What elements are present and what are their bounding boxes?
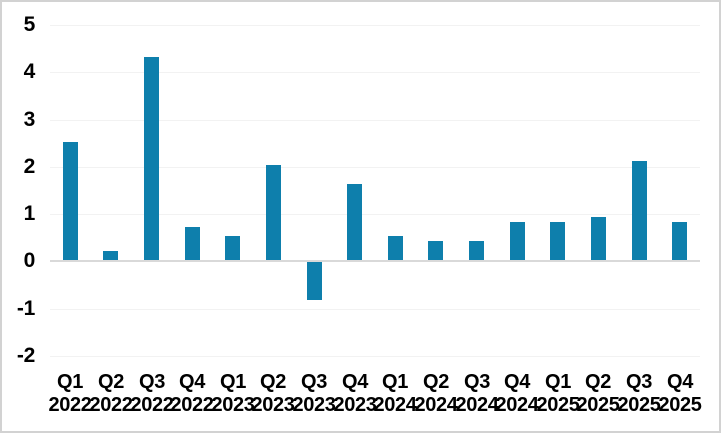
x-tick-label: Q1 2025 bbox=[535, 371, 581, 417]
x-tick-year: 2025 bbox=[536, 394, 580, 416]
x-tick-year: 2025 bbox=[658, 394, 702, 416]
x-tick-year: 2025 bbox=[576, 394, 620, 416]
y-tick-label: 3 bbox=[23, 108, 36, 131]
x-tick-year: 2023 bbox=[251, 394, 295, 416]
bar-q2-2024 bbox=[428, 241, 443, 260]
bar-q3-2025 bbox=[632, 161, 647, 260]
gridline bbox=[50, 72, 700, 73]
x-tick-label: Q2 2023 bbox=[250, 371, 296, 417]
gridline bbox=[50, 309, 700, 310]
x-tick-label: Q1 2024 bbox=[372, 371, 418, 417]
bar-q2-2023 bbox=[266, 165, 281, 260]
bar-q4-2022 bbox=[185, 227, 200, 260]
x-tick-year: 2022 bbox=[48, 394, 92, 416]
gridline bbox=[50, 25, 700, 26]
x-tick-label: Q4 2025 bbox=[657, 371, 703, 417]
x-tick-label: Q3 2022 bbox=[129, 371, 175, 417]
y-tick-label: 0 bbox=[23, 249, 36, 272]
x-tick-year: 2022 bbox=[89, 394, 133, 416]
y-tick-label: 5 bbox=[23, 13, 36, 36]
x-tick-year: 2022 bbox=[170, 394, 214, 416]
x-tick-label: Q2 2022 bbox=[88, 371, 134, 417]
x-tick-year: 2024 bbox=[455, 394, 499, 416]
x-tick-label: Q4 2023 bbox=[332, 371, 378, 417]
x-tick-quarter: Q1 bbox=[220, 371, 246, 393]
x-tick-quarter: Q4 bbox=[179, 371, 205, 393]
x-tick-quarter: Q3 bbox=[139, 371, 165, 393]
x-tick-year: 2023 bbox=[292, 394, 336, 416]
x-tick-quarter: Q1 bbox=[545, 371, 571, 393]
x-tick-year: 2024 bbox=[373, 394, 417, 416]
x-axis-zero-line bbox=[50, 260, 700, 262]
bar-q4-2023 bbox=[347, 184, 362, 260]
bar-q1-2023 bbox=[225, 236, 240, 260]
bar-q4-2025 bbox=[672, 222, 687, 260]
y-tick-label: 1 bbox=[23, 202, 36, 225]
bar-q2-2025 bbox=[591, 217, 606, 260]
bar-q3-2024 bbox=[469, 241, 484, 260]
x-tick-quarter: Q2 bbox=[423, 371, 449, 393]
x-tick-year: 2023 bbox=[333, 394, 377, 416]
x-tick-quarter: Q4 bbox=[342, 371, 368, 393]
bar-q3-2023 bbox=[307, 262, 322, 300]
x-tick-quarter: Q4 bbox=[667, 371, 693, 393]
x-tick-quarter: Q4 bbox=[504, 371, 530, 393]
x-tick-label: Q1 2022 bbox=[47, 371, 93, 417]
x-tick-quarter: Q2 bbox=[260, 371, 286, 393]
gridline bbox=[50, 214, 700, 215]
x-tick-quarter: Q2 bbox=[98, 371, 124, 393]
x-tick-quarter: Q2 bbox=[585, 371, 611, 393]
gridline bbox=[50, 120, 700, 121]
gridline bbox=[50, 356, 700, 357]
x-tick-quarter: Q3 bbox=[626, 371, 652, 393]
bar-q1-2022 bbox=[63, 142, 78, 260]
x-tick-label: Q3 2024 bbox=[454, 371, 500, 417]
x-tick-label: Q3 2025 bbox=[616, 371, 662, 417]
x-tick-label: Q2 2025 bbox=[575, 371, 621, 417]
bar-q4-2024 bbox=[510, 222, 525, 260]
x-tick-quarter: Q1 bbox=[57, 371, 83, 393]
x-tick-label: Q1 2023 bbox=[210, 371, 256, 417]
x-tick-year: 2022 bbox=[130, 394, 174, 416]
bar-q1-2025 bbox=[550, 222, 565, 260]
x-tick-label: Q2 2024 bbox=[413, 371, 459, 417]
y-tick-label: -1 bbox=[16, 297, 35, 320]
x-tick-label: Q4 2022 bbox=[169, 371, 215, 417]
bar-q3-2022 bbox=[144, 57, 159, 260]
y-tick-label: -2 bbox=[16, 344, 35, 367]
x-tick-label: Q4 2024 bbox=[494, 371, 540, 417]
x-tick-quarter: Q1 bbox=[382, 371, 408, 393]
x-tick-year: 2023 bbox=[211, 394, 255, 416]
bar-q2-2022 bbox=[103, 251, 118, 260]
x-tick-year: 2024 bbox=[495, 394, 539, 416]
x-tick-quarter: Q3 bbox=[301, 371, 327, 393]
bar-q1-2024 bbox=[388, 236, 403, 260]
x-tick-label: Q3 2023 bbox=[291, 371, 337, 417]
x-tick-year: 2025 bbox=[617, 394, 661, 416]
y-tick-label: 2 bbox=[23, 155, 36, 178]
x-tick-year: 2024 bbox=[414, 394, 458, 416]
y-tick-label: 4 bbox=[23, 60, 36, 83]
gridline bbox=[50, 167, 700, 168]
x-tick-quarter: Q3 bbox=[464, 371, 490, 393]
